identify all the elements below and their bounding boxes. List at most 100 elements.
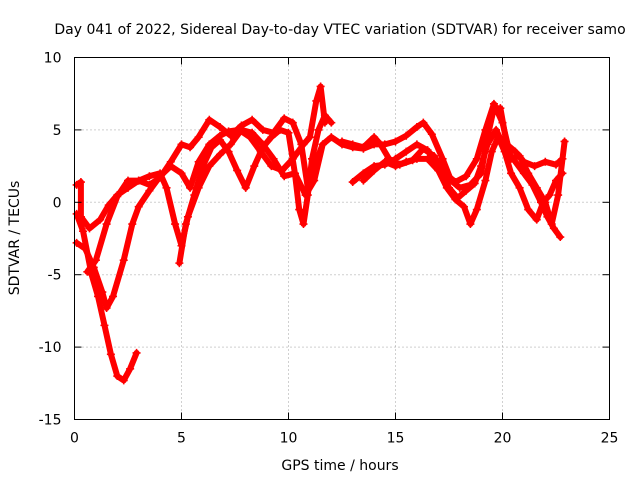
data-point-marker [280, 114, 289, 123]
data-point-marker [408, 156, 417, 165]
x-tick-labels: 0 5 10 15 20 25 [70, 431, 618, 447]
data-point-marker [483, 140, 492, 149]
data-point-marker [545, 191, 554, 200]
data-point-marker [248, 128, 257, 137]
data-point-marker [541, 157, 550, 166]
x-tick-label: 20 [494, 431, 512, 447]
data-point-marker [318, 140, 327, 149]
data-point-marker [85, 224, 94, 233]
data-point-marker [560, 137, 569, 146]
data-point-marker [194, 133, 203, 142]
data-point-marker [145, 172, 154, 181]
data-point-marker [134, 202, 143, 211]
data-point-marker [402, 131, 411, 140]
data-point-marker [419, 144, 428, 153]
data-point-marker [451, 195, 460, 204]
data-point-marker [402, 147, 411, 156]
data-point-marker [507, 154, 516, 163]
y-axis-label: SDTVAR / TECUs [7, 181, 23, 296]
data-point-marker [385, 154, 394, 163]
data-point-marker [284, 128, 293, 137]
plot-frame [74, 57, 610, 420]
x-tick-label: 5 [177, 431, 186, 447]
data-point-marker [472, 205, 481, 214]
data-point-marker [556, 233, 565, 242]
data-point-marker [547, 220, 556, 229]
data-point-marker [288, 118, 297, 127]
data-point-marker [100, 321, 109, 330]
data-point-marker [275, 125, 284, 134]
data-point-marker [530, 162, 539, 171]
data-point-marker [207, 143, 216, 152]
data-point-marker [124, 176, 132, 185]
data-point-marker [145, 180, 154, 189]
y-tick-label: 10 [44, 51, 62, 67]
data-point-marker [487, 147, 496, 156]
data-point-marker [359, 176, 368, 185]
data-point-marker [94, 292, 103, 301]
series-track-1 [72, 82, 329, 313]
data-point-marker [226, 131, 235, 140]
data-point-marker [395, 160, 404, 169]
data-point-marker [481, 176, 490, 185]
data-point-marker [226, 140, 235, 149]
data-point-marker [216, 136, 225, 145]
data-point-marker [472, 154, 481, 163]
data-point-marker [194, 157, 203, 166]
data-point-marker [126, 364, 135, 373]
y-tick-label: 0 [53, 195, 62, 211]
data-point-marker [532, 183, 541, 192]
grid [74, 57, 610, 420]
data-point-marker [72, 238, 81, 247]
data-point-marker [175, 259, 184, 268]
y-tick-label: 5 [53, 123, 62, 139]
data-point-marker [477, 162, 486, 171]
data-point-marker [494, 133, 503, 142]
data-point-marker [128, 220, 137, 229]
data-point-marker [459, 202, 468, 211]
series-track-3 [72, 209, 141, 385]
data-point-marker [297, 140, 306, 149]
data-point-marker [524, 205, 533, 214]
chart-title: Day 041 of 2022, Sidereal Day-to-day VTE… [54, 22, 625, 38]
data-point-marker [181, 220, 190, 229]
data-point-marker [162, 183, 171, 192]
data-point-marker [258, 125, 267, 134]
data-point-marker [295, 205, 304, 214]
data-point-marker [216, 123, 225, 132]
plot-series [72, 82, 569, 385]
series-line [73, 210, 140, 384]
series-track-8 [338, 99, 569, 229]
data-point-marker [462, 186, 471, 195]
data-point-marker [348, 140, 357, 149]
data-point-marker [303, 191, 312, 200]
data-point-marker [72, 209, 81, 218]
data-point-marker [190, 191, 199, 200]
data-point-marker [79, 227, 88, 236]
data-point-marker [515, 183, 524, 192]
data-point-marker [524, 169, 533, 178]
data-point-marker [224, 147, 233, 156]
data-point-marker [451, 178, 460, 187]
data-point-marker [412, 140, 421, 149]
data-point-marker [156, 169, 165, 178]
data-point-marker [248, 115, 257, 124]
data-point-marker [391, 137, 400, 146]
data-point-marker [380, 157, 389, 166]
data-point-marker [492, 125, 501, 134]
data-point-marker [554, 191, 563, 200]
data-point-marker [370, 166, 379, 175]
data-point-marker [280, 172, 289, 181]
data-point-marker [308, 154, 317, 163]
data-point-marker [76, 178, 85, 187]
data-point-marker [87, 270, 96, 279]
data-point-marker [102, 220, 111, 229]
data-point-marker [442, 183, 451, 192]
data-point-marker [481, 125, 490, 134]
data-point-marker [376, 140, 385, 149]
data-point-marker [237, 125, 246, 134]
data-point-marker [532, 215, 541, 224]
data-point-marker [106, 350, 115, 359]
